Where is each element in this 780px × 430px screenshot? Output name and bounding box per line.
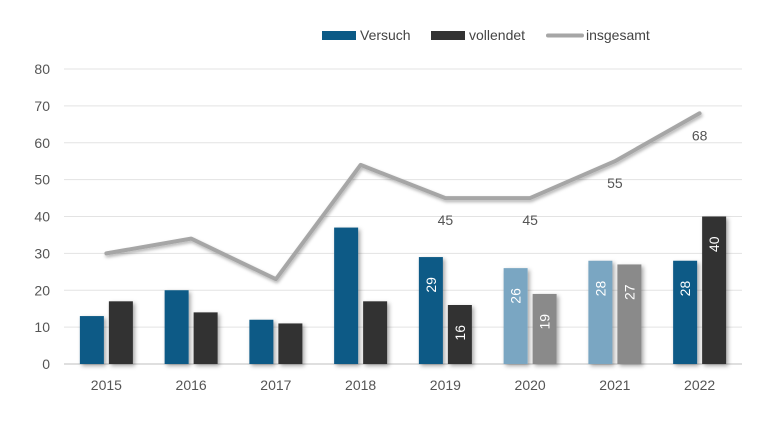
y-tick-label: 70 xyxy=(34,98,50,114)
bar-vollendet-2018 xyxy=(363,301,388,364)
bar-vollendet-2015 xyxy=(108,301,133,364)
x-tick-label: 2017 xyxy=(260,377,291,393)
legend-swatch-vollendet xyxy=(431,31,465,40)
bar-versuch-2016 xyxy=(164,290,189,364)
bar-data-label: 26 xyxy=(508,288,524,304)
x-tick-label: 2020 xyxy=(515,377,546,393)
bar-vollendet-2020 xyxy=(532,293,557,364)
legend: Versuch vollendet insgesamt xyxy=(322,27,650,43)
x-tick-label: 2019 xyxy=(430,377,461,393)
line-data-label: 68 xyxy=(692,127,708,143)
data-labels: 29 16 26 19 28 27 28 40 45 45 55 68 xyxy=(423,127,722,340)
bar-vollendet-2021 xyxy=(617,264,642,364)
bar-data-label: 29 xyxy=(423,277,439,293)
bar-vollendet-2019 xyxy=(447,305,472,364)
x-axis: 2015 2016 2017 2018 2019 2020 2021 2022 xyxy=(91,377,716,393)
y-tick-label: 0 xyxy=(42,356,50,372)
y-tick-label: 30 xyxy=(34,245,50,261)
bar-versuch-2017 xyxy=(249,319,274,364)
bar-versuch-2019 xyxy=(418,257,443,364)
y-tick-label: 40 xyxy=(34,209,50,225)
total-line xyxy=(104,111,702,282)
line-data-label: 45 xyxy=(522,212,538,228)
line-data-label: 45 xyxy=(438,212,454,228)
x-tick-label: 2022 xyxy=(684,377,715,393)
bar-versuch-2015 xyxy=(79,316,104,364)
bar-versuch-2022 xyxy=(673,260,698,364)
y-tick-label: 80 xyxy=(34,61,50,77)
bar-vollendet-2017 xyxy=(278,323,303,364)
bars xyxy=(79,216,727,364)
bar-vollendet-2016 xyxy=(193,312,218,364)
legend-label-insgesamt: insgesamt xyxy=(586,27,650,43)
bar-versuch-2021 xyxy=(588,260,613,364)
bar-versuch-2018 xyxy=(334,227,359,364)
y-tick-label: 60 xyxy=(34,135,50,151)
x-tick-label: 2018 xyxy=(345,377,376,393)
legend-label-vollendet: vollendet xyxy=(469,27,525,43)
bar-versuch-2020 xyxy=(503,268,528,364)
line-data-label: 55 xyxy=(607,175,623,191)
x-tick-label: 2021 xyxy=(599,377,630,393)
y-axis: 0 10 20 30 40 50 60 70 80 xyxy=(34,61,50,372)
y-tick-label: 10 xyxy=(34,319,50,335)
bar-data-label: 19 xyxy=(537,314,553,330)
bar-data-label: 16 xyxy=(452,325,468,341)
series-line-insgesamt xyxy=(104,111,702,282)
bar-data-label: 40 xyxy=(706,236,722,252)
legend-swatch-versuch xyxy=(322,31,356,40)
bar-data-label: 28 xyxy=(592,281,608,297)
bar-data-label: 28 xyxy=(677,281,693,297)
y-tick-label: 50 xyxy=(34,172,50,188)
bar-data-label: 27 xyxy=(621,284,637,300)
bar-vollendet-2022 xyxy=(702,216,727,364)
y-tick-label: 20 xyxy=(34,282,50,298)
legend-label-versuch: Versuch xyxy=(360,27,411,43)
x-tick-label: 2016 xyxy=(176,377,207,393)
x-tick-label: 2015 xyxy=(91,377,122,393)
